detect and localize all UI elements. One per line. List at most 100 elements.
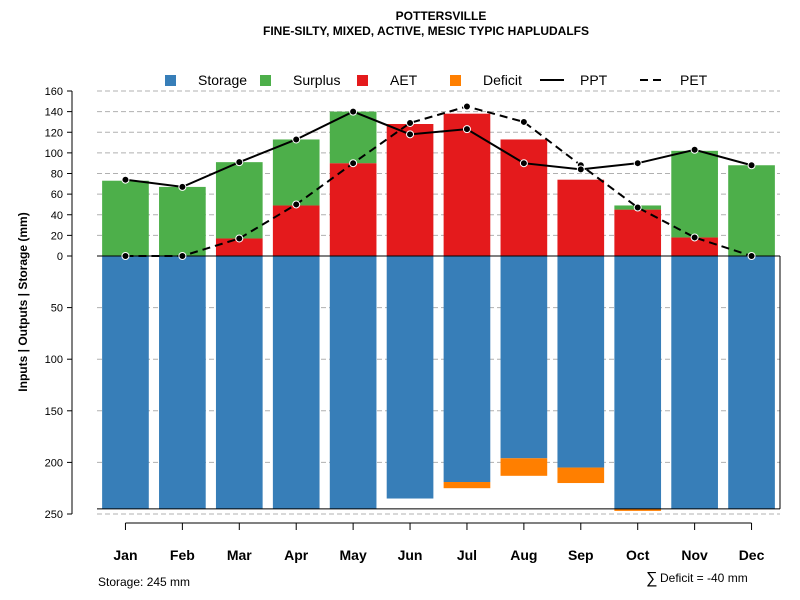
surplus-bar-nov (671, 150, 718, 238)
ppt-point (690, 145, 699, 154)
y-tick-label: 80 (51, 169, 63, 181)
aet-bar-nov (671, 237, 718, 256)
storage-bar-apr (272, 256, 320, 509)
x-tick-label-may: May (340, 547, 367, 563)
storage-bar-oct (614, 256, 662, 509)
y-tick-label: 60 (51, 189, 63, 201)
y-axis: 0 20 40 60 80 100 120 140 160 50 100 150 200 250 (45, 86, 73, 521)
storage-bar-sep (557, 256, 605, 468)
chart-subtitle: FINE-SILTY, MIXED, ACTIVE, MESIC TYPIC H… (263, 24, 589, 38)
y-tick-label: 0 (57, 251, 63, 263)
legend-aet-label: AET (390, 72, 418, 88)
pet-point (121, 252, 130, 260)
aet-bar-jun (386, 124, 434, 256)
surplus-bar-apr (272, 139, 320, 206)
ppt-point (292, 135, 301, 144)
x-tick-label-sep: Sep (568, 547, 594, 563)
x-tick-label-aug: Aug (510, 547, 537, 563)
x-tick-label-feb: Feb (170, 547, 195, 563)
pet-point (292, 200, 301, 209)
ppt-point (235, 158, 244, 167)
y-tick-label: 200 (45, 457, 63, 469)
aet-bar-apr (272, 205, 320, 256)
deficit-bar-aug (500, 458, 548, 476)
y-tick-label: 150 (45, 406, 63, 418)
x-tick-label-dec: Dec (739, 547, 765, 563)
surplus-bar-jan (102, 180, 149, 256)
surplus-bar-mar (215, 162, 263, 239)
ppt-point (576, 165, 585, 174)
ppt-line (125, 110, 752, 188)
y-tick-label: 50 (51, 303, 63, 315)
surplus-bar-dec (728, 165, 775, 256)
grid-lines (97, 90, 780, 515)
deficit-bar-sep (557, 467, 605, 484)
ppt-point (519, 159, 528, 168)
aet-bar-aug (500, 139, 548, 256)
surplus-bar-feb (159, 186, 206, 256)
deficit-bar-oct (614, 508, 662, 511)
pet-point (462, 102, 471, 111)
y-tick-label: 100 (45, 148, 63, 160)
pet-point (747, 252, 756, 260)
legend-surplus-swatch (260, 75, 271, 86)
bars (97, 111, 781, 511)
storage-bar-aug (500, 256, 548, 459)
y-axis-title: Inputs | Outputs | Storage (mm) (16, 212, 30, 391)
x-tick-label-jul: Jul (457, 547, 477, 563)
ppt-point (747, 161, 756, 170)
legend: Storage Surplus AET Deficit PPT PET (165, 72, 708, 88)
legend-surplus-label: Surplus (293, 72, 340, 88)
y-tick-label: 120 (45, 127, 63, 139)
legend-deficit-label: Deficit (483, 72, 522, 88)
x-axis: Jan Feb Mar Apr May Jun Jul Aug Sep Oct Nov Dec (113, 522, 765, 563)
storage-bar-mar (215, 256, 263, 509)
aet-bar-sep (557, 179, 605, 256)
pet-point (235, 234, 244, 243)
deficit-sum-icon: ∑ (646, 570, 657, 587)
y-tick-label: 40 (51, 210, 63, 222)
pet-point (519, 117, 528, 126)
x-tick-label-nov: Nov (681, 547, 708, 563)
x-tick-label-jun: Jun (398, 547, 423, 563)
x-tick-label-apr: Apr (284, 547, 309, 563)
legend-deficit-swatch (450, 75, 461, 86)
ppt-point (633, 159, 642, 168)
storage-bar-dec (728, 256, 775, 509)
x-tick-label-mar: Mar (227, 547, 252, 563)
series-lines (121, 102, 756, 260)
storage-bar-may (329, 256, 377, 509)
ppt-point (462, 125, 471, 134)
y-tick-label: 100 (45, 354, 63, 366)
pet-point (406, 118, 415, 127)
y-tick-label: 20 (51, 230, 63, 242)
storage-bar-nov (671, 256, 718, 509)
storage-bar-jan (102, 256, 149, 509)
aet-bar-oct (614, 209, 662, 256)
deficit-note: Deficit = -40 mm (660, 571, 748, 585)
pet-line (125, 105, 752, 257)
storage-bar-feb (159, 256, 206, 509)
pet-point (633, 203, 642, 212)
storage-note: Storage: 245 mm (98, 575, 190, 589)
pet-point (178, 252, 187, 260)
storage-bar-jul (443, 256, 491, 483)
ppt-point (121, 175, 130, 184)
legend-pet-label: PET (680, 72, 708, 88)
y-tick-label: 140 (45, 107, 63, 119)
legend-aet-swatch (357, 75, 368, 86)
aet-bar-jul (443, 113, 491, 256)
legend-storage-swatch (165, 75, 176, 86)
storage-bar-jun (386, 256, 434, 499)
ppt-point (349, 107, 358, 116)
y-tick-label: 160 (45, 86, 63, 98)
pet-point (690, 233, 699, 242)
pet-point (349, 159, 358, 168)
ppt-point (406, 130, 415, 139)
deficit-bar-jul (443, 482, 491, 489)
aet-bar-may (329, 163, 377, 256)
x-tick-label-jan: Jan (113, 547, 137, 563)
legend-storage-label: Storage (198, 72, 247, 88)
y-tick-label: 250 (45, 509, 63, 521)
